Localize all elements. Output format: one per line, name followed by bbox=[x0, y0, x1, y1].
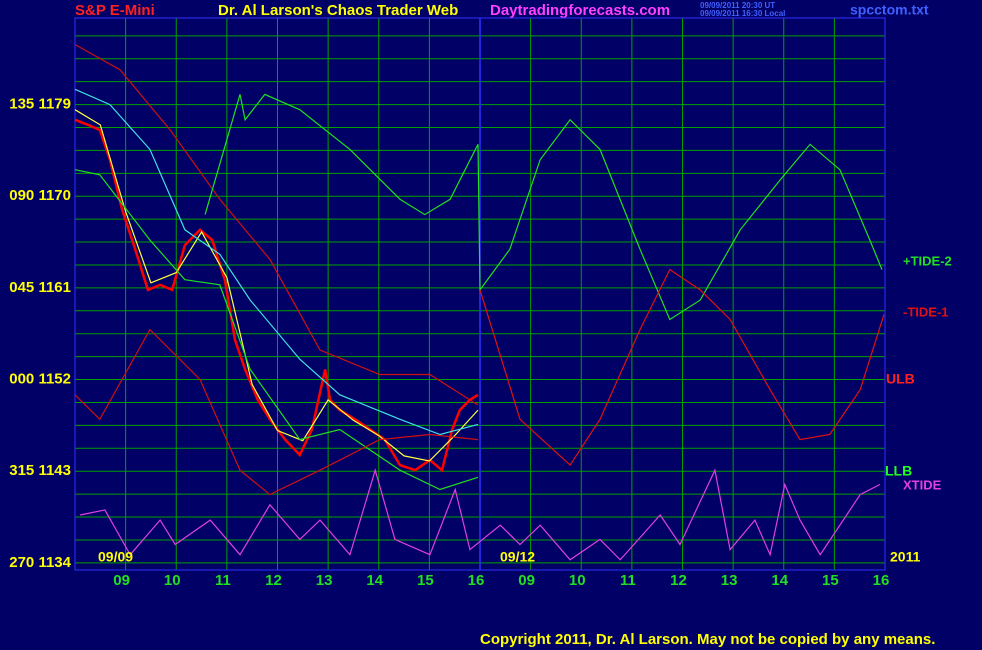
x-tick-label: 14 bbox=[771, 572, 788, 589]
annotation: ULB bbox=[886, 371, 915, 387]
x-tick-label: 11 bbox=[215, 572, 231, 589]
x-tick-label: 12 bbox=[670, 572, 687, 589]
x-tick-label: 14 bbox=[366, 572, 383, 589]
x-tick-label: 13 bbox=[316, 572, 333, 589]
timestamp: 09/09/2011 20:30 UT bbox=[700, 1, 775, 10]
x-tick-label: 09 bbox=[518, 572, 535, 589]
legend-entry: -TIDE-1 bbox=[903, 304, 949, 319]
annotation: 2011 bbox=[890, 549, 921, 565]
site-name: Daytradingforecasts.com bbox=[490, 2, 670, 19]
timestamp: 09/09/2011 16:30 Local bbox=[700, 9, 785, 18]
y-tick-label: 090 1170 bbox=[9, 187, 71, 204]
x-tick-label: 16 bbox=[873, 572, 890, 589]
x-tick-label: 16 bbox=[468, 572, 485, 589]
annotation: 09/09 bbox=[98, 549, 133, 565]
chart-title: S&P E-Mini bbox=[75, 2, 155, 19]
x-tick-label: 15 bbox=[822, 572, 839, 589]
y-tick-label: 270 1134 bbox=[9, 554, 71, 571]
y-tick-label: 315 1143 bbox=[9, 462, 71, 479]
x-tick-label: 13 bbox=[721, 572, 738, 589]
series-line bbox=[74, 169, 479, 491]
legend-entry: +TIDE-2 bbox=[903, 253, 952, 268]
y-tick-label: 135 1179 bbox=[9, 96, 71, 113]
series-line bbox=[74, 43, 479, 406]
series-line bbox=[79, 468, 881, 561]
legend-entry: XTIDE bbox=[903, 477, 942, 492]
series-line bbox=[204, 93, 883, 321]
annotation: 09/12 bbox=[500, 549, 535, 565]
series-line bbox=[74, 88, 479, 436]
y-tick-label: 045 1161 bbox=[9, 279, 71, 296]
x-tick-label: 10 bbox=[569, 572, 586, 589]
copyright: Copyright 2011, Dr. Al Larson. May not b… bbox=[480, 631, 935, 648]
series-line bbox=[74, 109, 479, 462]
series-line bbox=[479, 268, 885, 467]
x-tick-label: 10 bbox=[164, 572, 181, 589]
x-tick-label: 11 bbox=[620, 572, 636, 589]
x-tick-label: 15 bbox=[417, 572, 434, 589]
file-name: spcctom.txt bbox=[850, 2, 929, 18]
y-tick-label: 000 1152 bbox=[9, 371, 71, 388]
x-tick-label: 12 bbox=[265, 572, 282, 589]
chart-subtitle: Dr. Al Larson's Chaos Trader Web bbox=[218, 2, 458, 19]
series-line bbox=[74, 328, 479, 496]
annotation: LLB bbox=[885, 463, 912, 479]
x-tick-label: 09 bbox=[113, 572, 130, 589]
